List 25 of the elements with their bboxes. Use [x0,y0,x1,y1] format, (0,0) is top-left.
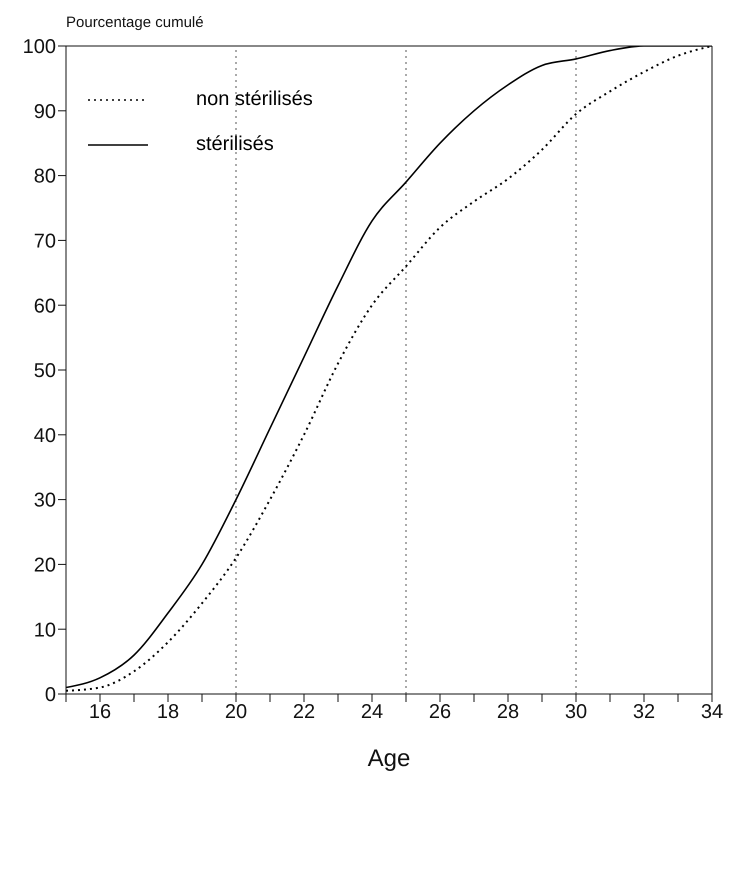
legend-label: stérilisés [196,133,274,156]
x-axis-title: Age [368,745,410,772]
y-tick-label: 90 [34,100,56,123]
x-tick-label: 26 [428,701,452,724]
y-tick-label: 20 [34,554,56,576]
x-tick-label: 20 [224,701,248,724]
x-tick-label: 34 [700,701,724,724]
y-tick-label: 100 [22,36,56,58]
y-tick-label: 0 [44,684,56,706]
x-tick-label: 22 [292,701,316,724]
y-tick-label: 80 [34,166,56,188]
y-tick-label: 50 [34,360,56,382]
x-tick-label: 16 [88,701,112,724]
y-tick-label: 60 [34,295,56,318]
legend-label: non stérilisés [196,88,313,111]
y-tick-label: 30 [34,490,56,512]
x-tick-label: 30 [564,701,588,724]
x-tick-label: 18 [156,701,180,724]
y-axis-title: Pourcentage cumulé [66,14,204,31]
y-tick-label: 70 [34,230,56,252]
y-tick-label: 40 [34,424,56,447]
y-tick-label: 10 [34,619,56,642]
x-tick-label: 32 [632,701,656,724]
x-tick-label: 24 [360,701,384,724]
x-tick-label: 28 [496,701,520,724]
